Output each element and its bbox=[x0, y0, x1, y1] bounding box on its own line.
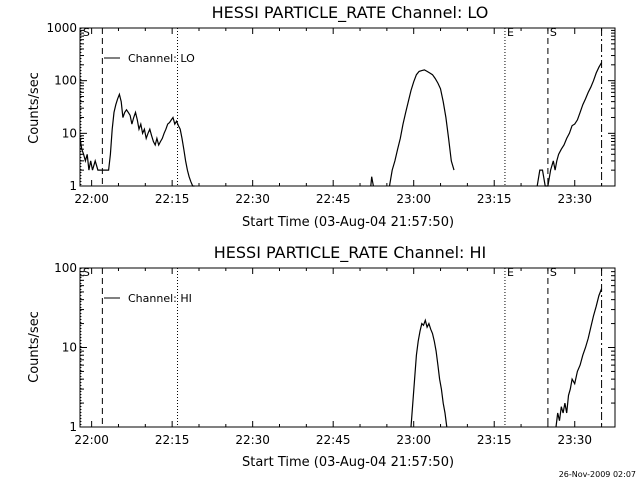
series-line bbox=[370, 176, 374, 187]
plot-area-hi: 22:00 22:15 22:30 22:45 23:00 23:15 23:30 1 10 10… bbox=[54, 261, 616, 447]
series-line bbox=[79, 92, 195, 187]
marker-label: E bbox=[507, 26, 514, 39]
x-tick-label: 22:30 bbox=[235, 433, 270, 447]
x-axis-label-hi: Start Time (03-Aug-04 21:57:50) bbox=[242, 455, 454, 470]
y-axis-label-lo: Counts/sec bbox=[27, 72, 42, 144]
footer-date: 26-Nov-2009 02:07 bbox=[559, 470, 636, 479]
marker-label: S bbox=[550, 26, 557, 39]
y-tick-label: 10 bbox=[62, 341, 77, 355]
x-tick-label: 23:30 bbox=[557, 433, 592, 447]
marker-label: S bbox=[83, 26, 90, 39]
x-tick-label: 22:00 bbox=[74, 433, 109, 447]
x-tick-label: 23:15 bbox=[477, 192, 512, 206]
plot-frame bbox=[79, 27, 616, 187]
plot-area-lo: 22:00 22:15 22:30 22:45 23:00 23:15 23:30 1 10 10… bbox=[46, 21, 616, 206]
marker-label: S bbox=[550, 266, 557, 279]
x-tick-label: 23:30 bbox=[557, 192, 592, 206]
x-tick-label: 22:00 bbox=[74, 192, 109, 206]
legend-label-hi: Channel: HI bbox=[128, 292, 192, 305]
marker-label: E bbox=[507, 266, 514, 279]
series-line bbox=[555, 288, 603, 428]
y-tick-label: 10 bbox=[62, 126, 77, 140]
x-tick-label: 22:45 bbox=[316, 433, 351, 447]
series-line bbox=[388, 69, 455, 187]
series-line bbox=[410, 318, 448, 428]
chart-title-lo: HESSI PARTICLE_RATE Channel: LO bbox=[212, 3, 489, 23]
y-tick-label: 1000 bbox=[46, 21, 77, 35]
series-line bbox=[536, 62, 603, 187]
x-tick-label: 22:15 bbox=[155, 433, 190, 447]
chart-panel-hi: HESSI PARTICLE_RATE Channel: HI Counts/s… bbox=[27, 243, 616, 470]
x-axis-label-lo: Start Time (03-Aug-04 21:57:50) bbox=[242, 215, 454, 230]
x-tick-label: 23:00 bbox=[396, 433, 431, 447]
y-tick-label: 100 bbox=[54, 261, 77, 275]
marker-label: S bbox=[83, 266, 90, 279]
legend-label-lo: Channel: LO bbox=[128, 52, 195, 65]
y-tick-label: 1 bbox=[69, 420, 77, 434]
x-tick-label: 23:15 bbox=[477, 433, 512, 447]
y-tick-label: 100 bbox=[54, 74, 77, 88]
x-tick-label: 22:45 bbox=[316, 192, 351, 206]
y-axis-label-hi: Counts/sec bbox=[27, 311, 42, 383]
chart-title-hi: HESSI PARTICLE_RATE Channel: HI bbox=[214, 243, 487, 263]
y-tick-label: 1 bbox=[69, 179, 77, 193]
x-tick-label: 22:30 bbox=[235, 192, 270, 206]
chart-panel-lo: HESSI PARTICLE_RATE Channel: LO Counts/s… bbox=[27, 3, 616, 230]
x-tick-label: 22:15 bbox=[155, 192, 190, 206]
x-tick-label: 23:00 bbox=[396, 192, 431, 206]
